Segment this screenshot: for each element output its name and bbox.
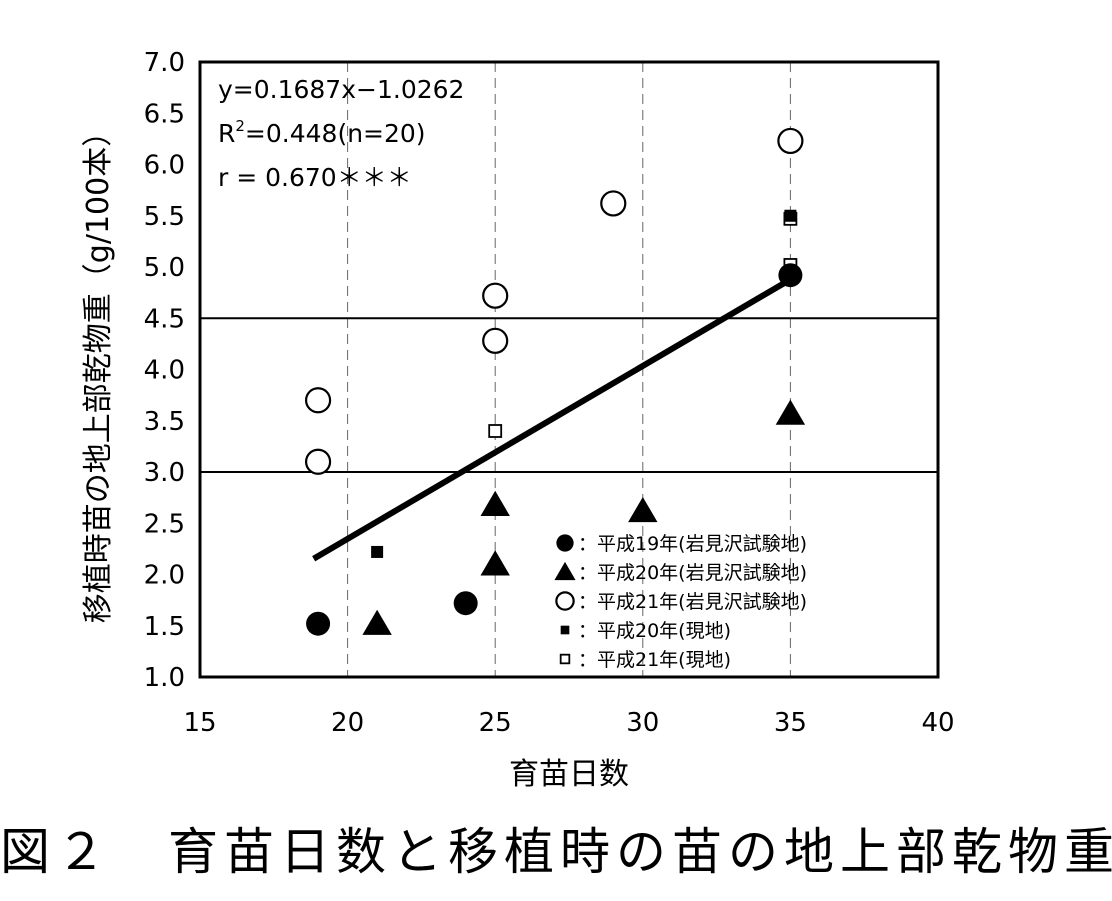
y-tick-label: 2.0 (144, 561, 185, 591)
r-squared-label: R2=0.448(n=20) (218, 117, 426, 148)
legend-marker-3 (560, 625, 570, 635)
open-circle-point-2-4 (600, 190, 627, 217)
legend-label-3: ：平成20年(現地) (578, 620, 731, 642)
legend: ：平成19年(岩見沢試験地) ：平成20年(岩見沢試験地) ：平成21年(岩見沢試験… (554, 533, 807, 671)
filled-circle-point-0-2 (778, 263, 803, 288)
grid-layer (347, 62, 791, 677)
legend-marker-1 (554, 561, 576, 581)
open-circle-point-2-1 (304, 387, 332, 414)
y-tick-label: 4.5 (144, 304, 185, 334)
filled-triangle-point-1-0 (362, 609, 392, 635)
r-squared-sup: 2 (235, 117, 245, 135)
filled-triangle-point-1-1 (480, 550, 510, 576)
figure-caption: 図２ 育苗日数と移植時の苗の地上部乾物重 (0, 823, 1112, 881)
filled-circle-point-0-1 (453, 591, 478, 616)
correlation-label: r = 0.670＊＊＊ (218, 163, 412, 192)
filled-square-point-3-1 (784, 209, 797, 222)
plot-frame (198, 60, 940, 679)
y-tick-label: 7.0 (144, 48, 185, 78)
y-tick-label: 5.5 (144, 202, 185, 232)
y-tick-label: 4.0 (144, 356, 185, 386)
x-tick-label: 15 (183, 708, 216, 738)
filled-triangle-point-1-3 (628, 496, 658, 523)
open-square-point-4-0 (488, 424, 503, 438)
y-tick-label: 6.5 (144, 99, 185, 129)
legend-label-1: ：平成20年(岩見沢試験地) (578, 562, 807, 584)
open-circle-point-2-3 (482, 282, 509, 309)
x-tick-label: 30 (626, 708, 659, 738)
r-squared-base: R (218, 119, 235, 148)
tick-labels: 15 20 25 30 35 40 1.0 1.5 2.0 2.5 3.0 3.5 4.0 4.5 5.0 5… (144, 48, 955, 738)
x-tick-label: 40 (921, 708, 954, 738)
points-layer (304, 127, 806, 636)
y-tick-label: 5.0 (144, 253, 185, 283)
filled-square-point-3-0 (371, 545, 384, 558)
y-tick-label: 3.0 (144, 458, 185, 488)
regression-layer (312, 276, 792, 562)
y-tick-label: 2.5 (144, 509, 185, 539)
legend-marker-4 (559, 653, 571, 665)
y-tick-label: 3.5 (144, 407, 185, 437)
filled-circle-point-0-0 (306, 611, 331, 636)
y-tick-label: 1.0 (144, 663, 185, 693)
y-axis-label: 移植時苗の地上部乾物重（g/100本） (81, 117, 116, 623)
legend-label-2: ：平成21年(岩見沢試験地) (578, 591, 807, 613)
regression-annotation: y=0.1687x−1.0262 R2=0.448(n=20) r = 0.67… (218, 75, 464, 192)
open-circle-point-2-0 (304, 448, 332, 475)
open-circle-point-2-2 (482, 327, 509, 354)
r-squared-value: =0.448(n=20) (245, 119, 426, 148)
chart: 15 20 25 30 35 40 1.0 1.5 2.0 2.5 3.0 3.5 4.0 4.5 5.0 5… (81, 48, 955, 792)
y-tick-label: 1.5 (144, 612, 185, 642)
x-axis-label: 育苗日数 (509, 757, 629, 792)
legend-marker-0 (556, 534, 574, 552)
legend-marker-2 (555, 591, 575, 611)
filled-triangle-point-1-4 (775, 399, 806, 425)
x-tick-label: 20 (331, 708, 364, 738)
legend-label-0: ：平成19年(岩見沢試験地) (578, 533, 807, 555)
regression-line (312, 276, 792, 562)
open-circle-point-2-5 (777, 127, 804, 155)
filled-triangle-point-1-2 (480, 490, 510, 516)
x-tick-label: 35 (774, 708, 807, 738)
y-tick-label: 6.0 (144, 151, 185, 181)
x-tick-label: 25 (479, 708, 512, 738)
legend-label-4: ：平成21年(現地) (578, 649, 731, 671)
equation-label: y=0.1687x−1.0262 (218, 75, 464, 104)
